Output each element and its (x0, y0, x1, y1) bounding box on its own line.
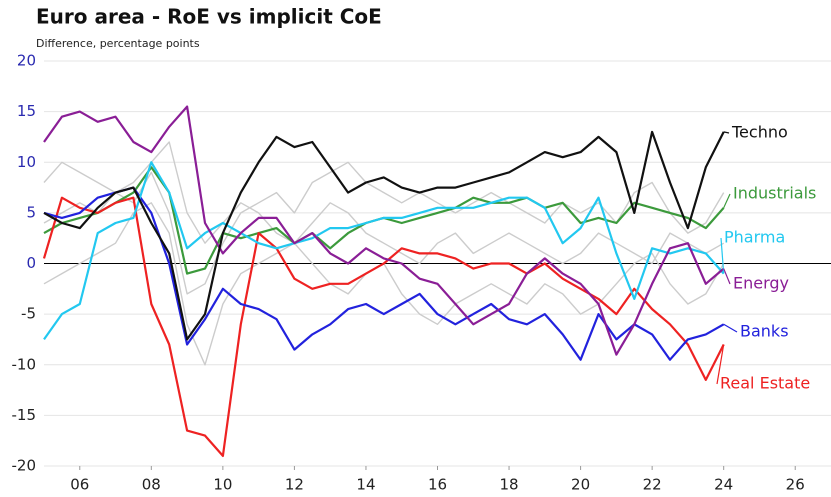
x-tick-label: 14 (356, 476, 375, 494)
leader-line (716, 344, 725, 385)
leader-line (723, 268, 731, 285)
y-tick-label: 20 (17, 52, 36, 70)
y-tick-label: 0 (26, 254, 36, 272)
x-tick-label: 18 (499, 476, 518, 494)
x-tick-label: 06 (70, 476, 89, 494)
series-line (43, 130, 725, 341)
series-label: Energy (733, 274, 789, 293)
series-line (43, 161, 725, 341)
series-label: Techno (731, 123, 788, 142)
background-line (43, 202, 725, 366)
y-tick-label: -10 (12, 355, 37, 373)
y-tick-label: -20 (12, 457, 37, 475)
y-tick-label: -15 (12, 406, 37, 424)
x-tick-label: 20 (571, 476, 590, 494)
lines (42, 105, 725, 457)
chart-title: Euro area - RoE vs implicit CoE (36, 5, 382, 29)
leader-line (720, 237, 725, 274)
x-tick-label: 24 (714, 476, 733, 494)
series-line (42, 196, 725, 457)
background-line (43, 161, 725, 295)
chart-subtitle: Difference, percentage points (36, 37, 200, 50)
y-tick-label: 10 (17, 153, 36, 171)
x-tick-label: 10 (213, 476, 232, 494)
leader-line (723, 193, 731, 209)
series-label: Industrials (733, 184, 816, 203)
x-tick-label: 26 (786, 476, 805, 494)
series-line (43, 105, 725, 356)
x-tick-label: 12 (285, 476, 304, 494)
x-tick-label: 22 (643, 476, 662, 494)
x-tick-label: 16 (428, 476, 447, 494)
grid (44, 60, 831, 467)
leader-line (723, 323, 738, 333)
series-label: Real Estate (720, 374, 810, 393)
series-line (43, 186, 725, 361)
leader-line (723, 131, 730, 134)
y-tick-label: 15 (17, 102, 36, 120)
y-tick-label: -5 (21, 305, 36, 323)
series-label: Banks (740, 322, 789, 341)
y-tick-label: 5 (26, 203, 36, 221)
background-line (43, 141, 725, 265)
x-tick-label: 08 (142, 476, 161, 494)
series-labels: Techno Industrials Pharma Energy Banks R… (716, 123, 816, 393)
series-label: Pharma (724, 228, 785, 247)
